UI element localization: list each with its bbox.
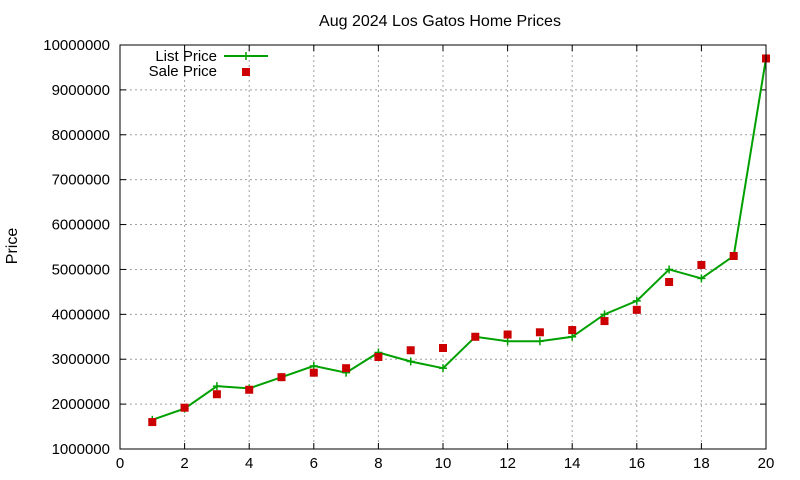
- x-tick-label: 4: [245, 455, 253, 472]
- y-tick-label: 6000000: [52, 217, 110, 234]
- y-tick-label: 5000000: [52, 261, 110, 278]
- sale-price-point: [503, 330, 512, 339]
- sale-price-point: [342, 364, 351, 373]
- sale-price-point: [697, 260, 706, 269]
- axis-ticks: 0 2 4 6 8 10 12 14 16 18 20 1000000 2000000 3000000 40…: [43, 37, 774, 472]
- grid-lines: [120, 45, 766, 449]
- list-price-point: [406, 357, 415, 366]
- y-tick-label: 1000000: [52, 441, 110, 458]
- sale-price-point: [148, 418, 157, 427]
- legend: List Price Sale Price: [149, 48, 268, 80]
- list-price-point: [665, 265, 674, 274]
- list-price-point: [503, 337, 512, 346]
- sale-price-point: [406, 346, 415, 355]
- x-tick-label: 12: [499, 455, 516, 472]
- legend-sample-sale-price: [242, 68, 250, 76]
- sale-price-point: [277, 373, 286, 382]
- sale-price-point: [665, 278, 674, 287]
- y-tick-label: 9000000: [52, 82, 110, 99]
- sale-price-point: [374, 352, 383, 361]
- x-tick-label: 14: [564, 455, 581, 472]
- y-tick-label: 10000000: [43, 37, 110, 54]
- x-tick-label: 16: [628, 455, 645, 472]
- sale-price-point: [180, 403, 189, 412]
- sale-price-point: [471, 332, 480, 341]
- list-price-point: [600, 310, 609, 319]
- y-tick-label: 3000000: [52, 351, 110, 368]
- sale-price-point: [535, 328, 544, 337]
- list-price-point: [212, 382, 221, 391]
- y-tick-label: 2000000: [52, 396, 110, 413]
- sale-price-point: [439, 344, 447, 352]
- legend-marker-sale-price: [242, 68, 250, 76]
- legend-label-list-price: List Price: [155, 48, 217, 65]
- list-price-point: [439, 364, 447, 373]
- list-price-line: [151, 58, 767, 421]
- sale-price-point: [729, 251, 738, 260]
- legend-sample-list-price: [224, 52, 268, 60]
- sale-price-point: [600, 317, 609, 326]
- plot-series: [148, 54, 770, 427]
- list-price-point: [697, 274, 706, 283]
- sale-price-point: [212, 390, 221, 399]
- y-tick-label: 4000000: [52, 306, 110, 323]
- x-tick-label: 0: [116, 455, 124, 472]
- y-axis-label: Price: [4, 228, 21, 265]
- x-tick-label: 6: [310, 455, 318, 472]
- x-tick-label: 10: [435, 455, 452, 472]
- chart-title: Aug 2024 Los Gatos Home Prices: [319, 13, 561, 30]
- x-tick-label: 8: [374, 455, 382, 472]
- list-price-point: [535, 337, 544, 346]
- plot-frame: [119, 44, 767, 450]
- legend-label-sale-price: Sale Price: [149, 63, 217, 80]
- sale-price-point: [568, 326, 577, 335]
- x-tick-label: 18: [693, 455, 710, 472]
- legend-marker-list-price: [242, 52, 250, 60]
- x-tick-label: 20: [758, 455, 775, 472]
- list-price-point: [568, 332, 577, 341]
- y-tick-label: 7000000: [52, 172, 110, 189]
- list-price-point: [309, 361, 318, 370]
- sale-price-point: [632, 305, 641, 314]
- x-tick-label: 2: [180, 455, 188, 472]
- list-price-point: [632, 296, 641, 305]
- sale-price-point: [309, 368, 318, 377]
- y-tick-label: 8000000: [52, 127, 110, 144]
- sale-price-point: [245, 385, 254, 394]
